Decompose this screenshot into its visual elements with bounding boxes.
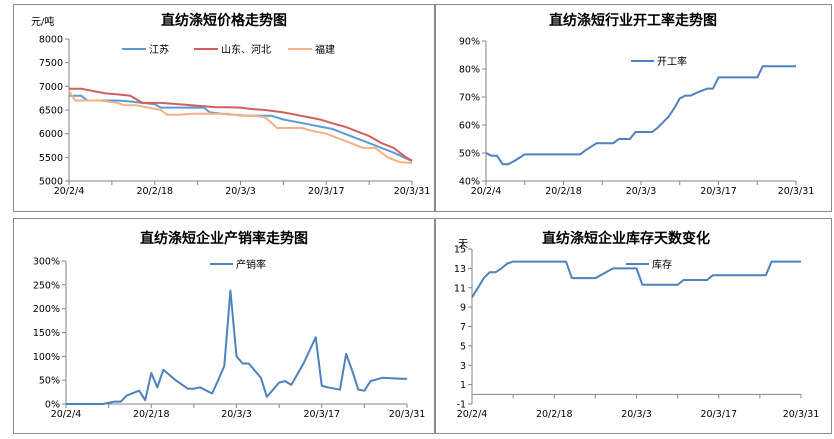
price-chart: 直纺涤短价格走势图 元/吨 江苏 山东、河北 福建 5000 5500 6000 65… <box>31 12 431 197</box>
y-tick-label: 6000 <box>39 129 63 140</box>
x-tick-label: 20/2/18 <box>545 186 582 197</box>
y-tick-label: 0% <box>45 400 60 411</box>
y-tick-label: 9 <box>460 303 466 314</box>
y-tick-label: 7000 <box>39 82 63 93</box>
legend-label-jiangsu: 江苏 <box>149 43 169 56</box>
y-unit-label: 元/吨 <box>31 15 54 28</box>
x-tick-label: 20/3/3 <box>225 186 256 197</box>
y-tick-label: 50% <box>39 376 60 387</box>
y-tick-label: 250% <box>33 280 60 291</box>
series-line-1 <box>485 65 796 166</box>
y-tick-label: -1 <box>457 400 466 411</box>
y-tick-label: 50% <box>459 149 480 160</box>
y-tick-label: 150% <box>33 328 60 339</box>
legend-label-fujian: 福建 <box>315 43 335 56</box>
y-unit-label: 天 <box>458 239 468 250</box>
x-tick-label: 20/2/4 <box>471 186 502 197</box>
y-tick-label: 3 <box>460 361 466 372</box>
x-tick-label: 20/3/3 <box>626 186 657 197</box>
chart-title: 直纺涤短价格走势图 <box>161 12 287 29</box>
series-line-1 <box>66 289 407 405</box>
x-tick-label: 20/3/31 <box>389 409 426 420</box>
y-tick-label: 300% <box>33 257 60 268</box>
legend: 江苏 山东、河北 福建 <box>122 43 335 56</box>
x-tick-label: 20/3/17 <box>303 409 340 420</box>
y-tick-label: 100% <box>33 352 60 363</box>
x-tick-label: 20/2/18 <box>136 186 173 197</box>
utilization-chart: 直纺涤短行业开工率走势图 开工率 40% 50% 60% 70% 80% 90% 20/2/… <box>459 12 815 197</box>
y-tick-label: 13 <box>454 264 466 275</box>
x-tick-label: 20/3/3 <box>221 409 252 420</box>
x-tick-label: 20/3/31 <box>778 186 815 197</box>
x-tick-label: 20/3/17 <box>308 186 345 197</box>
legend-label-sales-ratio: 产销率 <box>236 258 266 271</box>
legend: 库存 <box>626 258 672 271</box>
y-tick-label: 70% <box>459 93 480 104</box>
x-tick-label: 20/3/31 <box>783 409 820 420</box>
y-tick-label: 8000 <box>39 35 63 46</box>
series-line-2 <box>69 87 413 162</box>
x-tick-label: 20/3/3 <box>621 409 652 420</box>
series-line-3 <box>68 90 413 164</box>
legend-label-inventory: 库存 <box>652 258 672 271</box>
y-tick-label: 200% <box>33 304 60 315</box>
legend: 开工率 <box>631 55 687 68</box>
y-tick-label: 6500 <box>39 106 63 117</box>
chart-title: 直纺涤短企业库存天数变化 <box>542 230 710 247</box>
legend-label-utilization: 开工率 <box>657 55 687 68</box>
utilization-panel: 直纺涤短行业开工率走势图 开工率 40% 50% 60% 70% 80% 90% 20/2/… <box>435 4 832 212</box>
y-tick-label: 40% <box>459 177 480 188</box>
series-line-1 <box>471 260 801 298</box>
price-panel: 直纺涤短价格走势图 元/吨 江苏 山东、河北 福建 5000 5500 6000 65… <box>13 4 435 212</box>
legend: 产销率 <box>210 258 266 271</box>
x-tick-label: 20/3/17 <box>700 409 737 420</box>
y-tick-label: 60% <box>459 121 480 132</box>
sales-ratio-panel: 直纺涤短企业产销率走势图 产销率 0% 50% 100% 150% 200% 250% 30… <box>13 218 435 434</box>
y-tick-label: 15 <box>454 245 466 256</box>
y-tick-label: 5500 <box>39 153 63 164</box>
legend-label-shandong-hebei: 山东、河北 <box>221 43 271 56</box>
x-tick-label: 20/2/4 <box>51 409 82 420</box>
y-tick-label: 7 <box>460 322 466 333</box>
chart-title: 直纺涤短行业开工率走势图 <box>549 12 717 29</box>
x-tick-label: 20/2/4 <box>457 409 488 420</box>
y-tick-label: 80% <box>459 65 480 76</box>
series-line-1 <box>69 94 413 163</box>
x-tick-label: 20/2/18 <box>133 409 170 420</box>
y-tick-label: 90% <box>459 37 480 48</box>
y-tick-label: 7500 <box>39 58 63 69</box>
x-tick-label: 20/3/17 <box>700 186 737 197</box>
x-tick-label: 20/2/18 <box>536 409 573 420</box>
y-tick-label: 5 <box>460 341 466 352</box>
y-tick-label: 1 <box>460 380 466 391</box>
inventory-panel: 直纺涤短企业库存天数变化 天 库存 -1 1 3 5 7 9 11 13 15 20/2/4 20/… <box>435 218 832 434</box>
y-tick-label: 11 <box>454 283 466 294</box>
x-tick-label: 20/3/31 <box>394 186 431 197</box>
y-tick-label: 5000 <box>39 177 63 188</box>
sales-ratio-chart: 直纺涤短企业产销率走势图 产销率 0% 50% 100% 150% 200% 250% 30… <box>33 230 426 420</box>
x-tick-label: 20/2/4 <box>54 186 85 197</box>
chart-title: 直纺涤短企业产销率走势图 <box>140 230 308 247</box>
